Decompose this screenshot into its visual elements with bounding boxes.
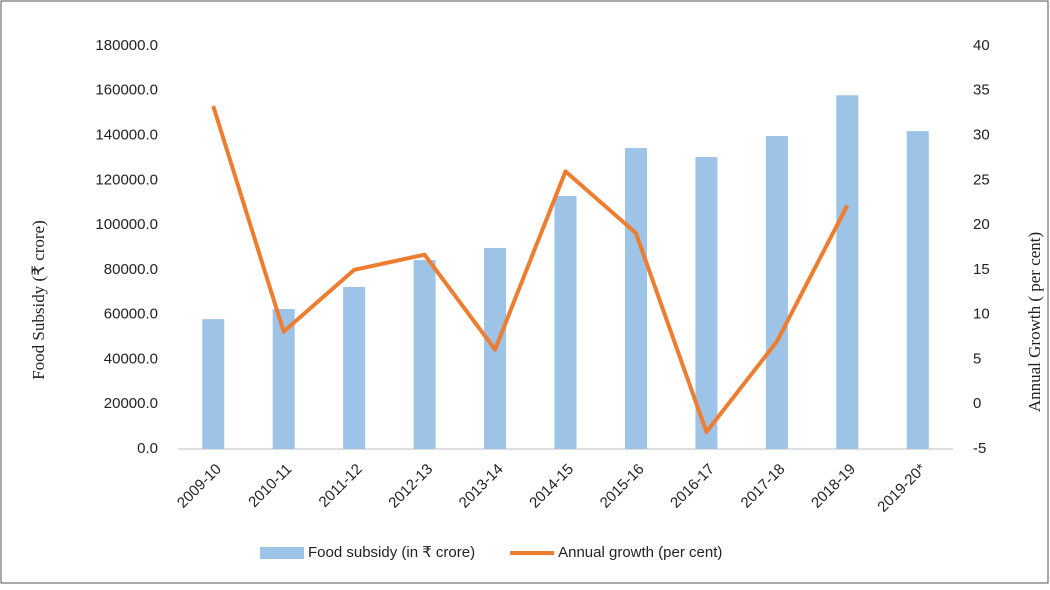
bar	[695, 157, 718, 449]
y-tick-label: 80000.0	[104, 261, 158, 278]
y2-tick-label: 0	[973, 395, 981, 412]
y2-tick-label: 10	[973, 306, 990, 323]
y-tick-label: 100000.0	[95, 216, 158, 233]
y-axis-title: Food Subsidy (₹ crore)	[29, 220, 48, 380]
y2-tick-label: 15	[973, 261, 990, 278]
bar	[624, 148, 647, 450]
y-tick-label: 180000.0	[95, 37, 158, 54]
y-tick-label: 120000.0	[95, 171, 158, 188]
y-tick-label: 60000.0	[104, 306, 158, 323]
y-tick-label: 140000.0	[95, 127, 158, 144]
legend-label: Food subsidy (in ₹ crore)	[308, 544, 475, 561]
bar	[906, 131, 929, 450]
bar	[202, 319, 225, 449]
legend-swatch	[260, 547, 304, 559]
y2-tick-label: 40	[973, 37, 990, 54]
bar	[836, 95, 859, 449]
y2-tick-label: 5	[973, 350, 981, 367]
y-tick-label: 40000.0	[104, 350, 158, 367]
y2-tick-label: 35	[973, 82, 990, 99]
y2-tick-label: 30	[973, 127, 990, 144]
y-tick-label: 20000.0	[104, 395, 158, 412]
y-tick-label: 160000.0	[95, 82, 158, 99]
y2-tick-label: -5	[973, 440, 986, 457]
y2-tick-label: 25	[973, 171, 990, 188]
bar	[272, 309, 295, 449]
bar	[765, 136, 788, 449]
y2-tick-label: 20	[973, 216, 990, 233]
line	[211, 105, 850, 434]
bar	[343, 286, 366, 449]
y-tick-label: 0.0	[137, 440, 158, 457]
legend-label: Annual growth (per cent)	[558, 544, 722, 561]
bar	[413, 260, 436, 449]
y2-axis-title: Annual Growth ( per cent)	[1025, 232, 1044, 412]
bar	[554, 196, 577, 449]
